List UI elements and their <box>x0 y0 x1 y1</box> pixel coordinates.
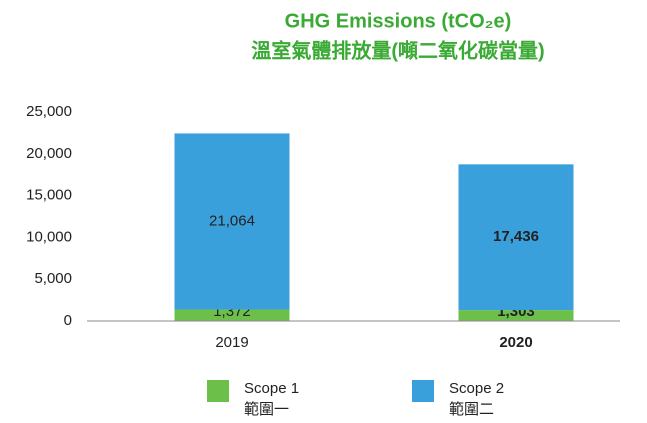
x-tick-label: 2019 <box>215 334 248 351</box>
chart-title: GHG Emissions (tCO₂e) <box>285 10 512 32</box>
legend-label: 範圍二 <box>449 400 494 418</box>
y-tick-label: 10,000 <box>26 228 72 245</box>
x-tick-label: 2020 <box>499 334 532 351</box>
legend-label: Scope 2 <box>449 380 504 397</box>
y-tick-label: 25,000 <box>26 103 72 120</box>
legend-swatch <box>207 380 229 402</box>
value-label: 21,064 <box>209 212 255 229</box>
y-tick-label: 5,000 <box>34 270 72 287</box>
y-tick-label: 15,000 <box>26 187 72 204</box>
bar-segment <box>458 164 574 311</box>
value-label: 17,436 <box>493 228 539 245</box>
bar-segment <box>174 309 290 321</box>
y-tick-label: 20,000 <box>26 145 72 162</box>
legend-label: 範圍一 <box>244 400 289 418</box>
y-tick-label: 0 <box>64 312 72 329</box>
legend-swatch <box>412 380 434 402</box>
legend-label: Scope 1 <box>244 380 299 397</box>
bar-segment <box>174 133 290 310</box>
chart-subtitle: 溫室氣體排放量(噸二氧化碳當量) <box>251 38 544 62</box>
bar-segment <box>458 310 574 321</box>
